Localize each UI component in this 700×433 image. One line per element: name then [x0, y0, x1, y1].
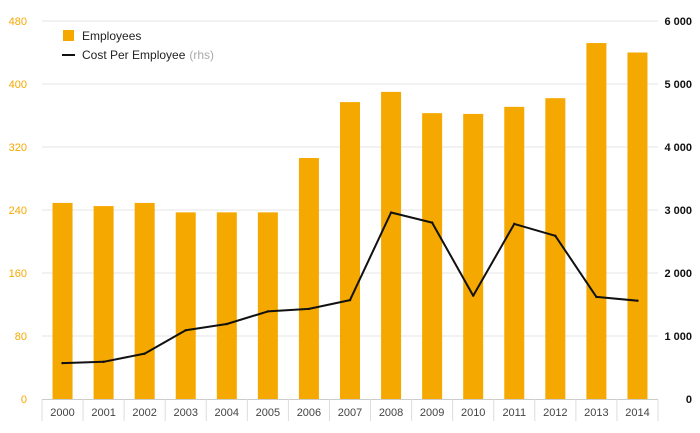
- x-tick-label: 2009: [420, 407, 444, 419]
- cost-per-employee-point-2002: [143, 352, 146, 355]
- employees-bar-2001: [93, 206, 114, 399]
- x-tick-label: 2006: [297, 407, 321, 419]
- y-left-tick-label: 240: [9, 205, 27, 217]
- employees-bar-2006: [298, 158, 319, 399]
- cost-per-employee-point-2011: [513, 222, 516, 226]
- cost-per-employee-point-2009: [430, 221, 434, 224]
- employees-bar-2007: [340, 102, 360, 400]
- employees-bar-2004: [216, 212, 237, 399]
- y-left-tick-label: 80: [15, 331, 27, 343]
- legend-label-rhs-note: (rhs): [189, 48, 214, 62]
- x-tick-label: 2000: [50, 407, 74, 419]
- cost-per-employee-point-2004: [225, 322, 228, 326]
- cost-per-employee-point-2005: [266, 310, 270, 313]
- legend-label-employees: Employees: [82, 29, 141, 43]
- y-left-tick-label: 0: [21, 394, 27, 406]
- legend-label-cost-per-employee: Cost Per Employee (rhs): [82, 48, 214, 62]
- axes: 0 0 80 1 000 160 2 000 240 3 000 320 4 000 400 5 00…: [9, 16, 692, 421]
- employees-bar-2011: [504, 106, 525, 400]
- x-tick-label: 2001: [91, 407, 115, 419]
- cost-per-employee-point-2010: [472, 294, 475, 297]
- y-right-tick-label: 4 000: [664, 142, 692, 154]
- x-tick-label: 2003: [173, 407, 197, 419]
- y-left-tick-label: 320: [9, 142, 27, 154]
- employees-bar-2009: [422, 113, 443, 399]
- employees-bar-2012: [545, 98, 566, 400]
- cost-per-employee-point-2008: [389, 211, 393, 214]
- x-tick-label: 2011: [502, 407, 526, 419]
- x-tick-label: 2008: [379, 407, 403, 419]
- employees-bar-2002: [134, 202, 155, 399]
- y-right-tick-label: 3 000: [664, 205, 692, 217]
- cost-per-employee-point-2001: [102, 360, 105, 364]
- employees-bar-2008: [381, 91, 402, 399]
- x-tick-label: 2007: [338, 407, 362, 419]
- y-right-tick-label: 5 000: [664, 79, 692, 91]
- x-tick-label: 2013: [584, 407, 608, 419]
- employees-bar-2000: [52, 202, 73, 399]
- y-left-tick-label: 160: [9, 268, 27, 280]
- y-right-tick-label: 0: [686, 394, 692, 406]
- y-right-tick-label: 2 000: [664, 268, 692, 280]
- cost-per-employee-line-group: [61, 211, 639, 365]
- x-tick-label: 2004: [215, 407, 239, 419]
- cost-per-employee-point-2007: [348, 298, 352, 302]
- y-left-tick-label: 400: [9, 79, 27, 91]
- employees-bar-2003: [175, 212, 196, 399]
- x-tick-label: 2012: [543, 407, 567, 419]
- y-left-tick-label: 480: [9, 16, 27, 28]
- employees-bars: [52, 43, 648, 400]
- y-right-tick-label: 1 000: [664, 331, 692, 343]
- cost-per-employee-point-2013: [595, 295, 598, 299]
- x-tick-label: 2002: [132, 407, 156, 419]
- cost-per-employee-point-2012: [554, 234, 557, 238]
- cost-per-employee-point-2003: [184, 329, 187, 332]
- legend: Employees Cost Per Employee (rhs): [62, 29, 214, 62]
- x-tick-label: 2005: [256, 407, 280, 419]
- cost-per-employee-point-2000: [61, 361, 64, 365]
- employees-bar-2013: [586, 43, 607, 400]
- y-right-tick-label: 6 000: [664, 16, 692, 28]
- legend-label-cost-text: Cost Per Employee: [82, 48, 186, 62]
- cost-per-employee-point-2014: [636, 299, 639, 302]
- x-tick-label: 2010: [461, 407, 485, 419]
- employees-bar-2005: [257, 212, 278, 399]
- cost-per-employee-point-2006: [307, 307, 311, 311]
- legend-swatch-employees: [63, 30, 74, 41]
- x-tick-label: 2014: [625, 407, 649, 419]
- employees-bar-2010: [463, 113, 484, 400]
- employees-bar-2014: [627, 52, 648, 399]
